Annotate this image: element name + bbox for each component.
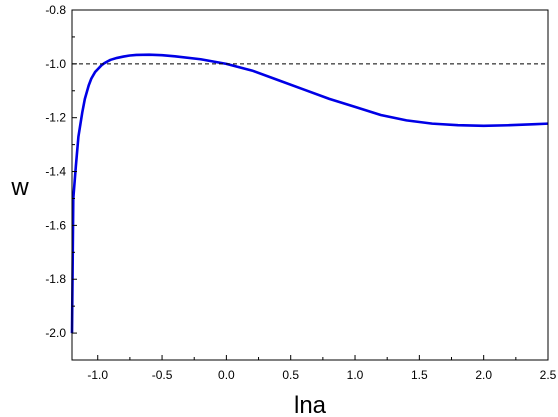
x-tick-label: 0.5 <box>282 368 299 382</box>
y-tick-label: -1.0 <box>45 57 66 71</box>
y-tick-label: -1.4 <box>45 165 66 179</box>
plot-area <box>70 53 549 334</box>
x-tick-label: -0.5 <box>152 368 173 382</box>
plot-frame <box>71 9 549 361</box>
y-axis: -2.0 -1.8 -1.6 -1.4 -1.2 -1.0 -0.8 <box>45 3 77 361</box>
y-axis-title: w <box>10 174 29 201</box>
x-tick-label: 2.5 <box>540 368 557 382</box>
x-tick-label: 0.0 <box>218 368 235 382</box>
y-tick-label: -1.8 <box>45 272 66 286</box>
y-tick-label: -0.8 <box>45 3 66 17</box>
x-tick-label: 2.0 <box>475 368 492 382</box>
y-tick-label: -1.6 <box>45 218 66 232</box>
y-tick-label: -2.0 <box>45 326 66 340</box>
x-tick-label: 1.0 <box>347 368 364 382</box>
x-axis: -1.0 -0.5 0.0 0.5 1.0 1.5 2.0 2.5 <box>87 355 557 382</box>
x-tick-label: 1.5 <box>411 368 428 382</box>
x-tick-label: -1.0 <box>87 368 108 382</box>
series-line-w <box>70 53 549 334</box>
y-tick-label: -1.2 <box>45 111 66 125</box>
x-axis-title: lna <box>294 392 327 417</box>
